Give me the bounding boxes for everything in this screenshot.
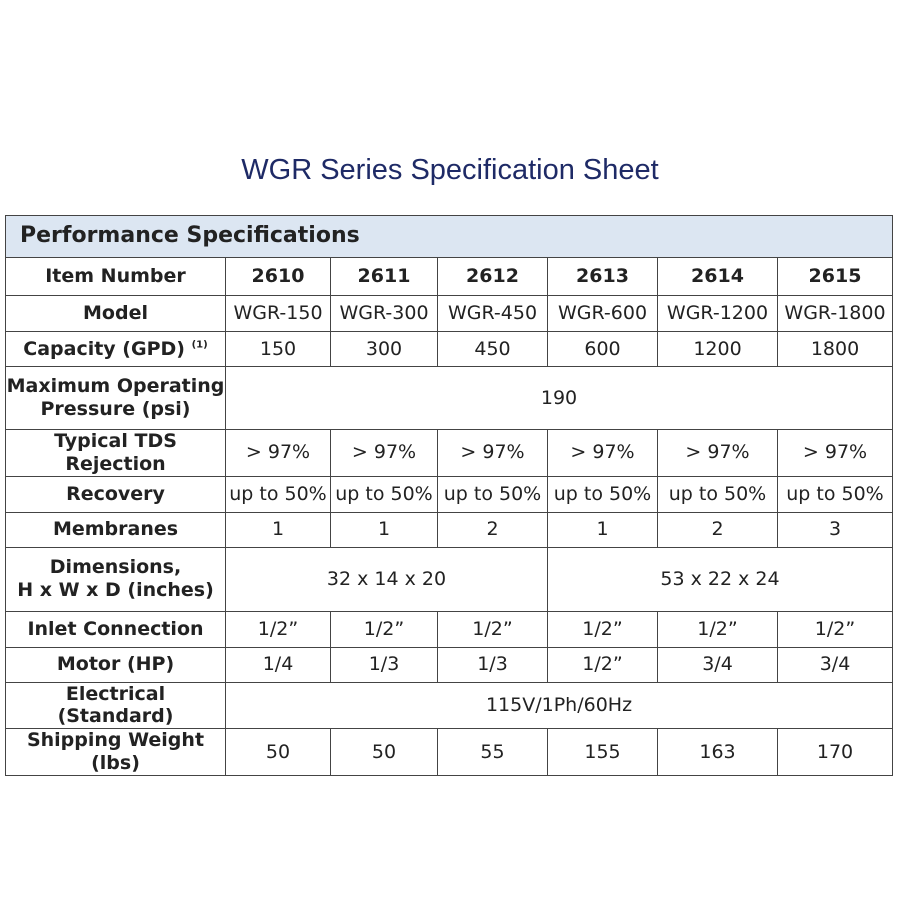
- cell: WGR-1800: [777, 295, 893, 332]
- cell: 170: [777, 728, 893, 776]
- row-label: Electrical (Standard): [5, 681, 226, 730]
- row-label: Inlet Connection: [5, 610, 226, 648]
- cell: up to 50%: [225, 475, 331, 513]
- cell: 115V/1Ph/60Hz: [225, 681, 893, 730]
- cell: WGR-150: [225, 295, 331, 332]
- cell: 1/3: [330, 646, 438, 683]
- cell: > 97%: [547, 429, 658, 477]
- table-row: Inlet Connection 1/2” 1/2” 1/2” 1/2” 1/2” 1/2”: [5, 610, 893, 648]
- cell: 2612: [437, 257, 548, 296]
- cell: 450: [437, 331, 548, 367]
- cell: 600: [547, 331, 658, 367]
- cell: 150: [225, 331, 331, 367]
- cell: 50: [225, 728, 331, 776]
- row-label: Model: [5, 295, 226, 332]
- cell: 1/2”: [225, 610, 331, 648]
- cell: 2615: [777, 257, 893, 296]
- row-label: Recovery: [5, 475, 226, 513]
- cell: up to 50%: [657, 475, 778, 513]
- cell: 1: [547, 511, 658, 548]
- cell: 155: [547, 728, 658, 776]
- table-row: Motor (HP) 1/4 1/3 1/3 1/2” 3/4 3/4: [5, 646, 893, 683]
- cell: 300: [330, 331, 438, 367]
- row-label: Shipping Weight (lbs): [5, 728, 226, 776]
- cell: 2: [437, 511, 548, 548]
- cell: 1800: [777, 331, 893, 367]
- table-row: Dimensions, H x W x D (inches) 32 x 14 x …: [5, 546, 893, 612]
- table-row: Recovery up to 50% up to 50% up to 50% up to…: [5, 475, 893, 513]
- cell: 1/2”: [547, 646, 658, 683]
- row-label: Capacity (GPD) (1): [5, 331, 226, 367]
- cell: > 97%: [657, 429, 778, 477]
- cell: > 97%: [225, 429, 331, 477]
- cell: 1: [330, 511, 438, 548]
- cell: 2: [657, 511, 778, 548]
- cell: 2611: [330, 257, 438, 296]
- row-label: Membranes: [5, 511, 226, 548]
- table-row: Capacity (GPD) (1) 150 300 450 600 1200 1800: [5, 331, 893, 367]
- cell: WGR-300: [330, 295, 438, 332]
- cell: WGR-1200: [657, 295, 778, 332]
- cell: up to 50%: [547, 475, 658, 513]
- cell: > 97%: [437, 429, 548, 477]
- cell: 1/2”: [657, 610, 778, 648]
- cell: 1/3: [437, 646, 548, 683]
- table-row: Membranes 1 1 2 1 2 3: [5, 511, 893, 548]
- section-title: Performance Specifications: [5, 215, 893, 258]
- cell: 2614: [657, 257, 778, 296]
- table-row: Item Number 2610 2611 2612 2613 2614 2615: [5, 257, 893, 296]
- cell: WGR-600: [547, 295, 658, 332]
- cell: 53 x 22 x 24: [547, 546, 893, 612]
- spec-table: Performance Specifications Item Number 26…: [5, 215, 893, 776]
- cell: 50: [330, 728, 438, 776]
- row-label: Item Number: [5, 257, 226, 296]
- table-row: Model WGR-150 WGR-300 WGR-450 WGR-600 WGR-120…: [5, 295, 893, 332]
- table-row: Maximum Operating Pressure (psi) 190: [5, 366, 893, 430]
- cell: 2610: [225, 257, 331, 296]
- cell: up to 50%: [437, 475, 548, 513]
- cell: 2613: [547, 257, 658, 296]
- cell: 1: [225, 511, 331, 548]
- section-header-row: Performance Specifications: [5, 215, 893, 258]
- page-title: WGR Series Specification Sheet: [241, 154, 659, 186]
- cell: 32 x 14 x 20: [225, 546, 548, 612]
- cell: > 97%: [777, 429, 893, 477]
- table-row: Shipping Weight (lbs) 50 50 55 155 163 170: [5, 728, 893, 776]
- cell: 190: [225, 366, 893, 430]
- row-label: Motor (HP): [5, 646, 226, 683]
- cell: 3/4: [777, 646, 893, 683]
- cell: 3/4: [657, 646, 778, 683]
- cell: 163: [657, 728, 778, 776]
- table-row: Electrical (Standard) 115V/1Ph/60Hz: [5, 681, 893, 730]
- cell: 55: [437, 728, 548, 776]
- cell: > 97%: [330, 429, 438, 477]
- cell: 1/2”: [330, 610, 438, 648]
- cell: up to 50%: [330, 475, 438, 513]
- cell: 1200: [657, 331, 778, 367]
- cell: 1/2”: [437, 610, 548, 648]
- cell: 1/2”: [777, 610, 893, 648]
- cell: up to 50%: [777, 475, 893, 513]
- row-label: Dimensions, H x W x D (inches): [5, 546, 226, 612]
- table-row: Typical TDS Rejection > 97% > 97% > 97% > 97…: [5, 429, 893, 477]
- cell: WGR-450: [437, 295, 548, 332]
- row-label: Maximum Operating Pressure (psi): [5, 366, 226, 430]
- row-label: Typical TDS Rejection: [5, 429, 226, 477]
- footnote-marker: (1): [191, 339, 208, 351]
- cell: 1/4: [225, 646, 331, 683]
- cell: 1/2”: [547, 610, 658, 648]
- cell: 3: [777, 511, 893, 548]
